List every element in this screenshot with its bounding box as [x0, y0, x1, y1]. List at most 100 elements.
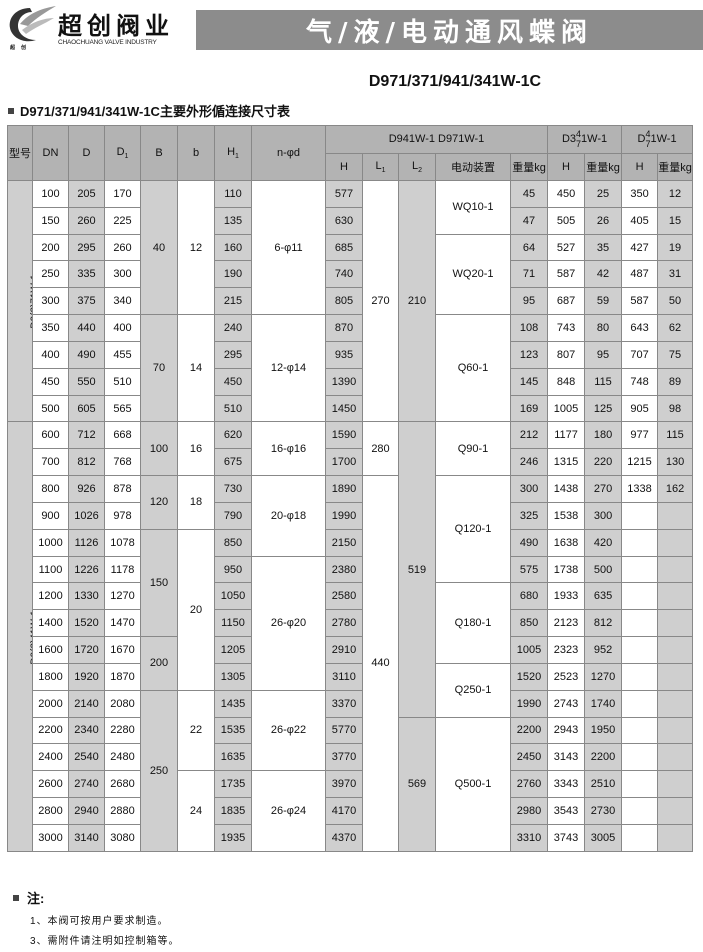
cell-g2-weight: 420 — [584, 528, 623, 557]
header-d1: D1 — [104, 125, 141, 181]
cell-g3-H — [621, 770, 659, 799]
cell-H1: 1935 — [214, 823, 252, 852]
cell-H1: 215 — [214, 287, 252, 316]
cell-dn: 1600 — [32, 636, 69, 664]
cell-g3-weight — [657, 609, 694, 638]
cell-D1: 2480 — [104, 743, 141, 772]
cell-dn: 100 — [32, 180, 69, 208]
note-item: 1、本阀可按用户要求制造。 — [30, 916, 169, 927]
cell-g2-H: 1177 — [547, 421, 586, 450]
cell-L2: 519 — [398, 421, 436, 718]
cell-g3-weight: 62 — [657, 314, 694, 342]
header-b-upper: B — [140, 125, 178, 181]
cell-D: 1330 — [68, 582, 105, 611]
cell-g2-H: 2743 — [547, 689, 586, 718]
cell-D1: 2680 — [104, 770, 141, 799]
cell-D1: 455 — [104, 340, 141, 369]
cell-weight: 64 — [509, 233, 549, 262]
cell-b: 20 — [177, 528, 215, 691]
table-row: 450 550 510 450 1390 145 848 115 748 89 — [8, 367, 694, 396]
cell-weight: 123 — [509, 340, 549, 369]
cell-D1: 768 — [104, 448, 141, 477]
cell-H: 4370 — [325, 823, 363, 852]
table-row: 350 440 400 70 14 240 12-φ14 870 Q60-1 108 743 80 64… — [8, 314, 694, 423]
cell-g3-weight — [657, 582, 694, 611]
cell-D1: 2280 — [104, 716, 141, 745]
header-l1: L1 — [362, 152, 399, 181]
cell-dn: 400 — [32, 340, 69, 369]
cell-dn: 250 — [32, 260, 69, 289]
cell-g3-H — [621, 797, 659, 825]
cell-g2-H: 2323 — [547, 636, 586, 664]
cell-D1: 170 — [104, 180, 141, 208]
cell-g3-weight — [657, 823, 694, 852]
cell-H1: 675 — [214, 448, 252, 477]
cell-dn: 2000 — [32, 689, 69, 718]
cell-g3-H: 587 — [621, 287, 659, 316]
cell-H: 5770 — [325, 716, 363, 745]
cell-dn: 1800 — [32, 662, 69, 691]
cell-B: 150 — [140, 528, 178, 638]
cell-g3-weight — [657, 797, 694, 825]
table-row: 2600 2740 2680 24 1735 26-φ24 3970 2760 3343 2510 — [8, 770, 694, 852]
header-model: 型号 — [7, 125, 33, 181]
table-row: 900 1026 978 790 1990 325 1538 300 — [8, 501, 694, 530]
cell-actuator: Q250-1 — [435, 662, 511, 718]
cell-actuator: Q90-1 — [435, 421, 511, 477]
cell-g2-weight: 300 — [584, 501, 623, 530]
cell-b: 18 — [177, 475, 215, 530]
header-l2-sub: 2 — [418, 166, 423, 174]
cell-H: 1700 — [325, 448, 363, 477]
cell-g2-weight: 95 — [584, 340, 623, 369]
notes-title: 注: — [27, 891, 45, 906]
cell-actuator: WQ20-1 — [435, 233, 511, 316]
header-g2-weight: 重量kg — [584, 152, 623, 181]
cell-weight: 575 — [509, 555, 549, 584]
cell-H1: 850 — [214, 528, 252, 557]
table-row: D9(3)71W-1 100 205 170 40 12 110 6-φ11 577 270 210… — [7, 179, 694, 423]
cell-g3-weight: 31 — [657, 260, 694, 289]
logo-mark-text: 超创 — [10, 45, 33, 51]
cell-b: 16 — [177, 421, 215, 477]
logo-name-cn: 超创阀业 — [58, 11, 174, 40]
cell-D: 335 — [68, 260, 105, 289]
cell-weight: 300 — [509, 475, 549, 503]
cell-D1: 1270 — [104, 582, 141, 611]
cell-D1: 2880 — [104, 797, 141, 825]
cell-H1: 240 — [214, 314, 252, 342]
cell-H: 935 — [325, 340, 363, 369]
company-logo: 超创阀业 CHAOCHUANG VALVE INDUSTRY 超创 — [6, 4, 196, 52]
header-g2-h: H — [547, 152, 586, 181]
header-h: H — [325, 152, 363, 181]
header-dn: DN — [32, 125, 69, 181]
table-row: 300 375 340 215 805 95 687 59 587 50 — [8, 287, 694, 316]
cell-weight: 212 — [509, 421, 549, 450]
cell-H1: 190 — [214, 260, 252, 289]
cell-g3-weight: 130 — [657, 448, 694, 477]
logo-name-en: CHAOCHUANG VALVE INDUSTRY — [58, 39, 157, 46]
cell-g3-weight — [657, 662, 694, 691]
cell-D: 490 — [68, 340, 105, 369]
cell-g2-H: 1933 — [547, 582, 586, 611]
cell-g2-weight: 2730 — [584, 797, 623, 825]
cell-g2-weight: 812 — [584, 609, 623, 638]
header-b-lower: b — [177, 125, 215, 181]
cell-g3-H — [621, 555, 659, 584]
cell-g2-weight: 220 — [584, 448, 623, 477]
cell-dn: 1200 — [32, 582, 69, 611]
cell-dn: 3000 — [32, 823, 69, 852]
cell-dn: 2600 — [32, 770, 69, 799]
header-h1-text: H — [227, 145, 236, 158]
g3-sub: 7 — [645, 139, 651, 150]
header-group-d: D 4 7 1W-1 — [621, 125, 694, 154]
cell-g2-H: 527 — [547, 233, 586, 262]
cell-dn: 150 — [32, 206, 69, 235]
cell-g2-weight: 2200 — [584, 743, 623, 772]
cell-B: 100 — [140, 421, 178, 477]
cell-dn: 1400 — [32, 609, 69, 638]
table-row: 2800 2940 2880 1835 4170 2980 3543 2730 — [8, 797, 694, 825]
header-g3-weight: 重量kg — [657, 152, 694, 181]
cell-g2-H: 2943 — [547, 716, 586, 745]
cell-D: 1920 — [68, 662, 105, 691]
cell-H: 3770 — [325, 743, 363, 772]
